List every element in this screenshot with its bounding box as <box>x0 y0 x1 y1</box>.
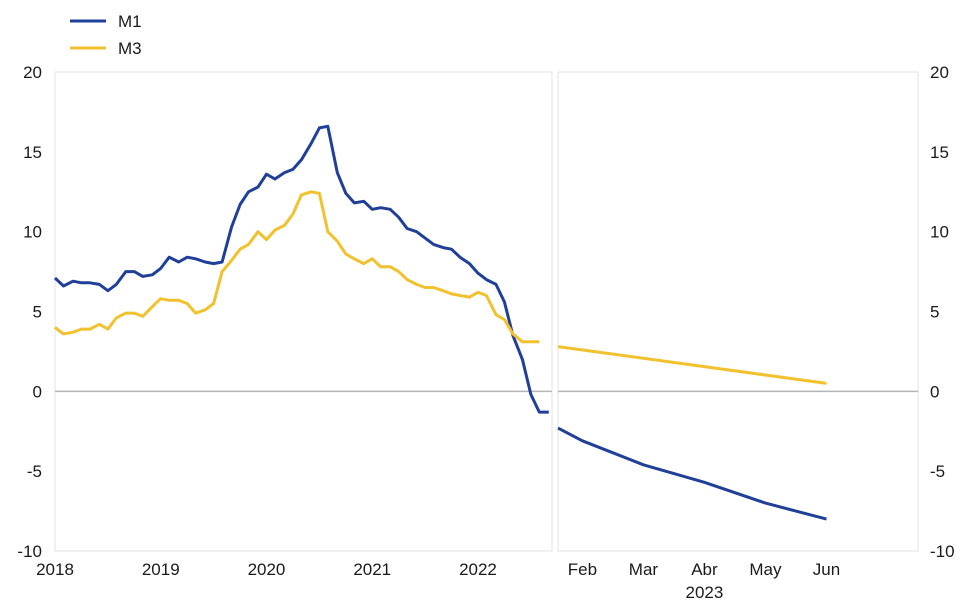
y-tick-label-right: 15 <box>930 143 949 162</box>
y-tick-label-left: 5 <box>33 303 42 322</box>
legend-label-m1: M1 <box>118 12 142 31</box>
y-tick-label-right: 10 <box>930 223 949 242</box>
y-axis-right: 20 15 10 5 0 -5 -10 <box>930 63 955 561</box>
series-layer <box>53 124 827 521</box>
y-tick-label-left: -10 <box>17 542 42 561</box>
legend-label-m3: M3 <box>118 39 142 58</box>
series-line-m1-history <box>53 124 549 414</box>
x-tick-label: Jun <box>813 560 840 579</box>
x-axis-history: 2018 2019 2020 2021 2022 <box>36 560 497 579</box>
y-tick-label-left: 10 <box>23 223 42 242</box>
y-axis-left: 20 15 10 5 0 -5 -10 <box>17 63 42 561</box>
x-tick-label: Mar <box>629 560 659 579</box>
y-tick-label-right: 20 <box>930 63 949 82</box>
x-axis-year-label: 2023 <box>686 583 724 602</box>
y-tick-label-left: 15 <box>23 143 42 162</box>
x-axis-projection: Feb Mar Abr May Jun <box>568 560 840 579</box>
x-tick-label: 2018 <box>36 560 74 579</box>
series-line-m3-history <box>54 190 540 344</box>
y-tick-label-right: -5 <box>930 462 945 481</box>
y-tick-label-right: 0 <box>930 382 939 401</box>
x-tick-label: 2022 <box>459 560 497 579</box>
x-tick-label: 2019 <box>142 560 180 579</box>
x-tick-label: 2021 <box>353 560 391 579</box>
series-line-m1-projection <box>557 426 827 521</box>
y-tick-label-left: 20 <box>23 63 42 82</box>
y-tick-label-right: 5 <box>930 303 939 322</box>
projection-panel-frame <box>557 71 919 552</box>
x-tick-label: Abr <box>691 560 718 579</box>
history-panel-frame <box>54 71 553 552</box>
series-line-m3-projection <box>557 345 827 385</box>
y-tick-label-right: -10 <box>930 542 955 561</box>
x-tick-label: Feb <box>568 560 597 579</box>
y-tick-label-left: -5 <box>27 462 42 481</box>
legend: M1 M3 <box>70 12 142 58</box>
y-tick-label-left: 0 <box>33 382 42 401</box>
x-tick-label: May <box>749 560 782 579</box>
x-tick-label: 2020 <box>248 560 286 579</box>
plot-frames <box>54 71 919 552</box>
